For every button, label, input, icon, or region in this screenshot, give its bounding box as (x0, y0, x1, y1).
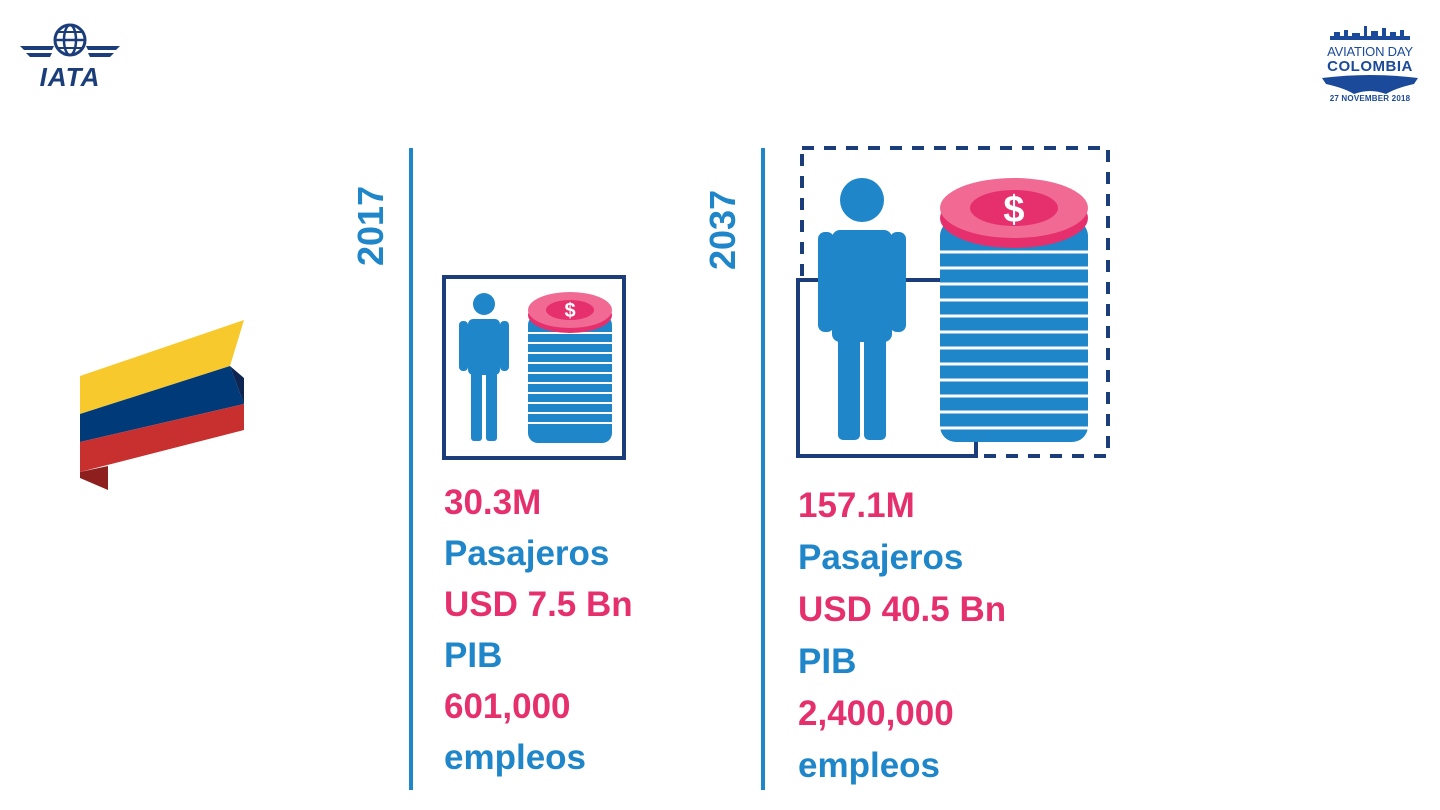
passengers-value: 157.1M (798, 486, 915, 525)
figure-2017: $ (442, 275, 626, 460)
gdp-label: PIB (798, 642, 857, 681)
dollar-icon: $ (564, 300, 575, 322)
event-date: 27 NOVEMBER 2018 (1329, 94, 1411, 103)
iata-logo (20, 23, 120, 57)
passengers-label: Pasajeros (444, 534, 610, 573)
event-title: AVIATION DAY (1327, 44, 1413, 59)
dollar-icon: $ (1003, 189, 1024, 231)
year-label-2017: 2017 (350, 185, 391, 266)
colombia-flag-icon (80, 320, 244, 490)
coin-stack-icon: $ (528, 292, 612, 443)
coin-stack-icon: $ (940, 178, 1088, 442)
foliage-icon (1322, 75, 1418, 94)
skyline-icon (1330, 26, 1410, 40)
globe-icon (53, 23, 87, 57)
jobs-value: 601,000 (444, 687, 571, 726)
divider-2017 (409, 148, 413, 790)
stats-2017: 30.3M Pasajeros USD 7.5 Bn PIB 601,000 e… (444, 477, 633, 783)
figure-2037: $ (796, 146, 1110, 458)
jobs-label: empleos (798, 746, 940, 785)
year-label-2037: 2037 (702, 189, 743, 270)
aviation-day-logo (1322, 26, 1418, 94)
iata-wordmark: IATA (39, 62, 101, 92)
gdp-value: USD 7.5 Bn (444, 585, 633, 624)
event-country: COLOMBIA (1327, 58, 1413, 75)
gdp-value: USD 40.5 Bn (798, 590, 1007, 629)
person-icon (818, 178, 906, 440)
divider-2037 (761, 148, 765, 790)
jobs-value: 2,400,000 (798, 694, 954, 733)
gdp-label: PIB (444, 636, 503, 675)
stats-2037: 157.1M Pasajeros USD 40.5 Bn PIB 2,400,0… (798, 480, 1006, 792)
jobs-label: empleos (444, 738, 586, 777)
passengers-label: Pasajeros (798, 538, 964, 577)
wings-icon (20, 46, 120, 57)
person-icon (459, 293, 509, 441)
passengers-value: 30.3M (444, 483, 542, 522)
